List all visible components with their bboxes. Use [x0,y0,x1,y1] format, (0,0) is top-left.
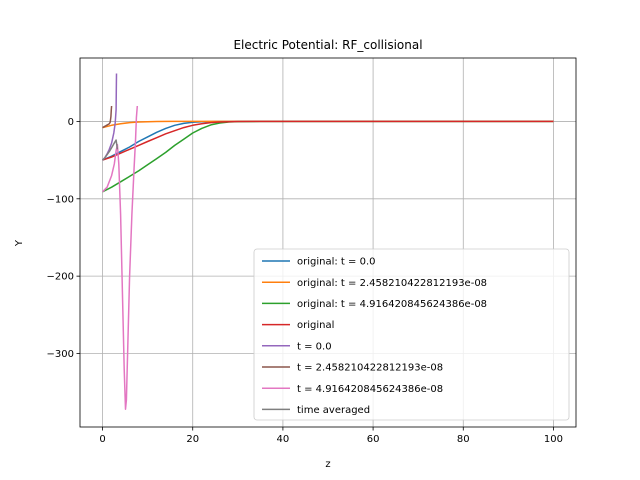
series-line-8 [101,139,119,161]
plot-frame [79,57,577,428]
legend: original: t = 0.0 original: t = 2.4582104… [253,248,570,421]
x-tick-label: 100 [544,434,563,445]
legend-label-6: t = 2.458210422812193e-08 [297,363,443,374]
legend-label-8: time averaged [297,405,370,416]
x-axis-label: z [325,459,330,470]
x-tick-label: 40 [277,434,290,445]
x-axis-ticks: 0 20 40 60 80 100 [99,427,563,445]
y-tick-label: −100 [47,194,74,205]
x-tick-label: 20 [186,434,199,445]
y-axis-label: Y [14,239,25,247]
series-layer [101,73,554,410]
legend-box [253,248,570,421]
legend-label-3: original: t = 4.916420845624386e-08 [297,299,487,310]
legend-label-4: original [297,320,334,331]
x-tick-label: 60 [367,434,380,445]
chart-title: Electric Potential: RF_collisional [233,38,422,52]
legend-label-2: original: t = 2.458210422812193e-08 [297,278,487,289]
y-tick-label: −300 [47,349,74,360]
y-axis-ticks: 0 −100 −200 −300 [47,117,80,360]
x-tick-label: 80 [457,434,470,445]
legend-label-5: t = 0.0 [297,341,332,352]
series-line-6 [102,105,113,129]
y-tick-label: 0 [68,117,74,128]
y-tick-label: −200 [47,272,74,283]
x-tick-label: 0 [99,434,105,445]
legend-label-1: original: t = 0.0 [297,257,376,268]
series-line-4 [102,120,554,161]
legend-label-7: t = 4.916420845624386e-08 [297,384,443,395]
series-line-7 [101,105,139,410]
